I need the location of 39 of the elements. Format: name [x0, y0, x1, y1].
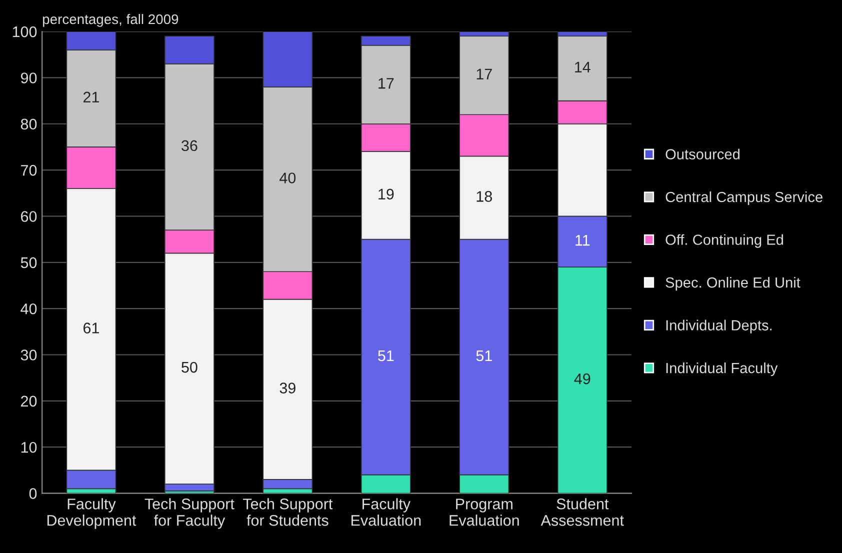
- y-tick-label: 90: [20, 72, 37, 84]
- data-label: 40: [280, 172, 296, 184]
- legend-label: Individual Depts.: [666, 320, 772, 334]
- data-label: 61: [83, 322, 99, 334]
- data-label: 17: [476, 68, 492, 80]
- data-label: 36: [182, 140, 198, 152]
- y-tick-label: 80: [20, 118, 37, 130]
- legend-label: Outsourced: [666, 148, 740, 160]
- y-tick-label: 10: [21, 442, 37, 453]
- x-tick-label: Faculty Evaluation: [352, 498, 421, 526]
- x-tick-label: Tech Support for Faculty: [144, 498, 234, 529]
- y-tick-label: 50: [20, 257, 37, 268]
- data-label: 19: [378, 188, 394, 200]
- data-label: 39: [280, 382, 296, 394]
- y-tick-label: 60: [21, 211, 37, 222]
- data-label: 11: [576, 235, 590, 246]
- legend-label: Off. Continuing Ed: [666, 234, 784, 248]
- y-tick-label: 70: [21, 164, 37, 176]
- y-tick-label: 100: [12, 26, 37, 38]
- y-tick-label: 30: [20, 350, 37, 360]
- x-tick-label: Faculty Development: [47, 498, 136, 529]
- y-axis-title: percentages, fall 2009: [42, 14, 178, 27]
- legend-label: Spec. Online Ed Unit: [666, 276, 800, 291]
- legend-label: Individual Faculty: [666, 362, 778, 376]
- y-tick-label: 0: [29, 488, 37, 499]
- data-label: 18: [476, 191, 492, 202]
- y-tick-label: 40: [20, 303, 37, 314]
- x-tick-label: Tech Support for Students: [243, 498, 333, 526]
- data-label: 14: [575, 62, 590, 72]
- data-label: 51: [378, 350, 394, 362]
- data-label: 21: [83, 92, 99, 102]
- legend-label: Central Campus Service: [666, 191, 822, 206]
- x-tick-label: Student Assessment: [540, 498, 624, 526]
- data-label: 49: [574, 373, 590, 384]
- data-label: 17: [378, 78, 394, 89]
- data-label: 50: [182, 362, 198, 373]
- x-tick-label: Program Evaluation: [450, 498, 519, 526]
- y-tick-label: 20: [21, 396, 37, 407]
- data-label: 51: [476, 350, 492, 362]
